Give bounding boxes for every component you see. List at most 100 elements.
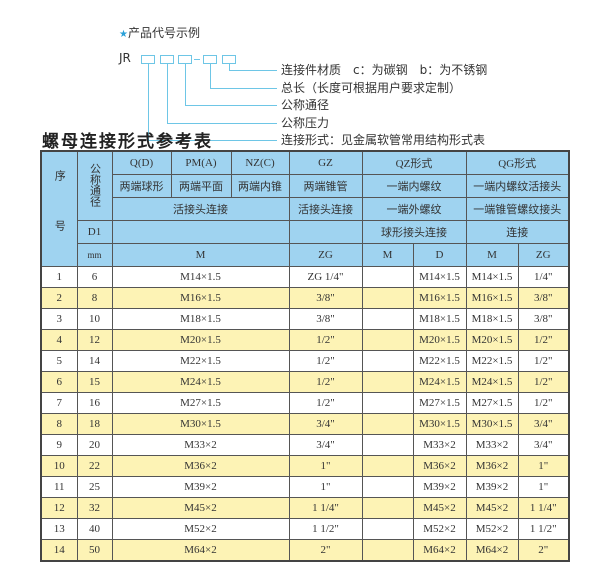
cell-qg-m: M36×2: [465, 455, 519, 477]
nut-connection-table: 序 号 公称通径 Q(D) PM(A) NZ(C) GZ QZ形式 QG形式 两…: [40, 150, 570, 562]
cell-qg-m: M52×2: [465, 518, 519, 540]
header-d1: D1: [76, 220, 113, 244]
table-row: 5 14 M22×1.5 1/2" M22×1.5 M22×1.5 1/2": [40, 350, 570, 372]
header-desc: 两端锥管: [288, 174, 363, 198]
cell-dn: 22: [76, 455, 113, 477]
table-row: 1 6 M14×1.5 ZG 1/4" M14×1.5 M14×1.5 1/4": [40, 266, 570, 288]
cell-qg-zg: 1": [517, 476, 570, 498]
header-desc: 两端平面: [170, 174, 232, 198]
cell-m: M33×2: [111, 434, 290, 456]
table-row: 3 10 M18×1.5 3/8" M18×1.5 M18×1.5 3/8": [40, 308, 570, 330]
cell-no: 14: [40, 539, 78, 562]
cell-empty: [361, 434, 414, 456]
cell-qg-zg: 1/2": [517, 329, 570, 351]
leader-line: [210, 64, 211, 88]
leader-line: [229, 64, 230, 70]
legend-pressure: 公称压力: [281, 116, 330, 130]
cell-empty: [361, 287, 414, 309]
intro-title-text: 产品代号示例: [127, 26, 200, 40]
header-seq: 序 号: [40, 150, 78, 267]
cell-qz-d: M33×2: [412, 434, 467, 456]
cell-qg-zg: 1 1/2": [517, 518, 570, 540]
cell-no: 2: [40, 287, 78, 309]
cell-m: M27×1.5: [111, 392, 290, 414]
leader-line: [167, 123, 277, 124]
cell-qg-m: M33×2: [465, 434, 519, 456]
leader-line: [229, 70, 277, 71]
intro-title: ★产品代号示例: [119, 24, 200, 41]
cell-qz-d: M22×1.5: [412, 350, 467, 372]
cell-qg-m: M27×1.5: [465, 392, 519, 414]
cell-zg: 1": [288, 476, 363, 498]
code-dash: [194, 59, 200, 60]
cell-m: M22×1.5: [111, 350, 290, 372]
code-prefix: JR: [119, 51, 131, 65]
table-row: 14 50 M64×2 2" M64×2 M64×2 2": [40, 539, 570, 562]
table-row: 8 18 M30×1.5 3/4" M30×1.5 M30×1.5 3/4": [40, 413, 570, 435]
header-empty: [111, 220, 290, 244]
cell-zg: 2": [288, 539, 363, 562]
table-row: 10 22 M36×2 1" M36×2 M36×2 1": [40, 455, 570, 477]
cell-empty: [361, 329, 414, 351]
cell-zg: 1 1/4": [288, 497, 363, 519]
cell-empty: [361, 497, 414, 519]
cell-qg-m: M18×1.5: [465, 308, 519, 330]
cell-qg-m: M16×1.5: [465, 287, 519, 309]
cell-dn: 25: [76, 476, 113, 498]
cell-m: M20×1.5: [111, 329, 290, 351]
cell-m: M30×1.5: [111, 413, 290, 435]
cell-no: 11: [40, 476, 78, 498]
cell-empty: [361, 350, 414, 372]
cell-qg-zg: 3/8": [517, 287, 570, 309]
header-sub: ZG: [517, 243, 570, 267]
cell-qz-d: M14×1.5: [412, 266, 467, 288]
cell-zg: 3/4": [288, 434, 363, 456]
cell-dn: 14: [76, 350, 113, 372]
cell-zg: 1": [288, 455, 363, 477]
code-box: [222, 55, 236, 64]
header-type: GZ: [288, 150, 363, 175]
cell-empty: [361, 392, 414, 414]
table-row: 12 32 M45×2 1 1/4" M45×2 M45×2 1 1/4": [40, 497, 570, 519]
cell-dn: 10: [76, 308, 113, 330]
cell-empty: [361, 371, 414, 393]
header-dn: 公称通径: [76, 150, 113, 221]
leader-line: [210, 88, 277, 89]
legend-length: 总长（长度可根据用户要求定制）: [281, 81, 462, 95]
cell-qg-zg: 1/2": [517, 350, 570, 372]
header-seq-text: 序 号: [53, 170, 66, 245]
cell-qz-d: M30×1.5: [412, 413, 467, 435]
code-box: [160, 55, 174, 64]
cell-dn: 40: [76, 518, 113, 540]
header-conn: 一端锥管螺纹接头: [465, 197, 570, 221]
legend-material: 连接件材质 c：为碳钢 b：为不锈钢: [281, 63, 488, 77]
star-icon: ★: [119, 29, 128, 40]
cell-qg-m: M45×2: [465, 497, 519, 519]
cell-dn: 16: [76, 392, 113, 414]
header-sub: D: [412, 243, 467, 267]
header-sub: ZG: [288, 243, 363, 267]
cell-dn: 32: [76, 497, 113, 519]
cell-m: M16×1.5: [111, 287, 290, 309]
table-row: 2 8 M16×1.5 3/8" M16×1.5 M16×1.5 3/8": [40, 287, 570, 309]
cell-zg: 1/2": [288, 350, 363, 372]
legend-connection: 连接形式：见金属软管常用结构形式表: [281, 133, 486, 147]
cell-zg: 3/8": [288, 287, 363, 309]
cell-m: M64×2: [111, 539, 290, 562]
cell-zg: 1/2": [288, 329, 363, 351]
cell-qz-d: M18×1.5: [412, 308, 467, 330]
cell-no: 1: [40, 266, 78, 288]
cell-empty: [361, 518, 414, 540]
cell-m: M18×1.5: [111, 308, 290, 330]
cell-m: M14×1.5: [111, 266, 290, 288]
header-conn: 球形接头连接: [361, 220, 467, 244]
leader-line: [167, 64, 168, 123]
code-box: [178, 55, 192, 64]
cell-qg-zg: 2": [517, 539, 570, 562]
cell-qg-zg: 1/4": [517, 266, 570, 288]
cell-qz-d: M20×1.5: [412, 329, 467, 351]
cell-qz-d: M45×2: [412, 497, 467, 519]
table-row: 6 15 M24×1.5 1/2" M24×1.5 M24×1.5 1/2": [40, 371, 570, 393]
cell-qg-zg: 3/4": [517, 434, 570, 456]
cell-zg: ZG 1/4": [288, 266, 363, 288]
